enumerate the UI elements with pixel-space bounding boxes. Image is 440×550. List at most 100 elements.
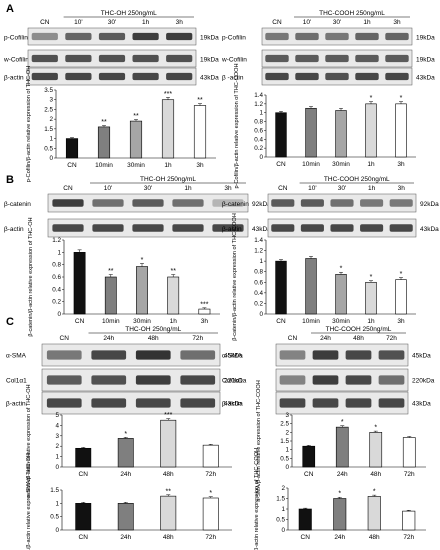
y-tick-label: 0 [57,311,61,318]
panel-letter-b: B [6,174,14,186]
bar [73,252,86,315]
blot-row-label: w-Cofilin [3,57,29,64]
y-tick-label: 0.5 [280,455,289,462]
blot-band [212,199,244,207]
x-tick-label: 10min [302,161,320,168]
y-tick-label: 0.6 [52,274,61,281]
lane-label: 48h [148,335,159,342]
blot-band [132,199,164,207]
blot-band [92,199,124,207]
lane-label: 24h [103,335,114,342]
lane-label: 3h [398,185,406,192]
y-tick-label: 0.4 [52,286,61,293]
blot-row-label: β-catenin [222,201,249,208]
molecular-weight-label: 43kDa [416,75,435,82]
blot-band [271,224,295,232]
bar [298,508,312,531]
y-tick-label: 0.2 [52,299,61,306]
blot-band [91,398,127,408]
lane-label: 30' [108,19,116,26]
x-tick-label: CN [79,471,89,478]
x-tick-label: 3h [196,162,204,169]
blot-band [91,375,127,385]
bar [402,437,416,468]
lane-label: 10' [104,185,112,192]
blot-band [265,54,289,63]
x-tick-label: 1h [170,318,178,325]
x-tick-label: CN [276,318,286,325]
blot-band [31,54,58,63]
bar [104,276,117,315]
lane-label: CN [63,185,73,192]
bar [395,103,407,158]
lane-label: CN [60,335,70,342]
blot-band [295,54,319,63]
lane-label: CN [40,19,50,26]
significance-marker: * [341,419,344,426]
x-tick-label: 48h [163,471,174,478]
blot-band [166,54,193,63]
molecular-weight-label: 45kDa [412,353,431,360]
x-tick-label: 3h [397,318,405,325]
x-tick-label: 3h [397,161,405,168]
y-axis-label: p-Cofilin/β-actin relative expression of… [234,64,240,189]
bar [365,281,377,315]
y-axis-label: a-SMA/β-actin relative expression of THC… [256,380,262,502]
y-tick-label: 3 [55,433,59,440]
bar [335,274,347,315]
bar [160,495,177,531]
bar-chart-C-left-sma: 0 1 2 3 4 5 a-SMA/β-actin relative expression … [26,384,232,498]
lane-label: 10' [303,19,311,26]
blot-band [98,54,126,63]
y-tick-label: 0 [281,527,285,534]
y-tick-label: 2 [49,116,53,123]
lane-label: 1h [184,185,192,192]
lane-label: 72h [386,335,397,342]
lane-label: 10' [308,185,316,192]
x-tick-label: 3h [201,318,209,325]
y-tick-label: 1.5 [276,496,285,503]
molecular-weight-label: 19kDa [200,57,219,64]
blot-band [172,224,204,232]
significance-marker: *** [164,91,172,98]
blot-band [31,72,58,81]
y-tick-label: 1.5 [44,126,53,133]
significance-marker: * [340,266,343,273]
x-tick-label: CN [304,471,314,478]
condition-label: THC-OH 250ng/mL [140,176,196,183]
x-tick-label: 48h [369,534,380,541]
bar [117,503,134,531]
blot-band [98,72,126,81]
blot-band [378,398,405,408]
blot-row-label: β-actin [4,75,24,82]
significance-marker: ** [133,113,139,120]
x-tick-label: 72h [403,534,414,541]
panel-letter-a: A [6,3,14,15]
bar [161,99,175,159]
y-tick-label: 1.4 [254,237,263,244]
x-tick-label: 10min [302,318,320,325]
molecular-weight-label: 43kDa [200,75,219,82]
molecular-weight-label: 92kDa [252,201,271,208]
lane-label: 3h [176,19,184,26]
y-tick-label: 3 [285,412,289,419]
bar-chart-A-left: 0 0.5 1 1.5 2 2.5 3 3.5 p-Cofilin/β-actin relati… [26,66,216,182]
blot-row-label: β-catenin [4,201,31,208]
bar-chart-C-left-col: 0 0.5 1 1.5 Col1a1/β-actin relative expressi… [26,453,232,550]
blot-row-label: β-actin [4,226,24,233]
y-axis-label: β-catenin/β-actin relative expression of… [28,217,34,336]
blot-band [98,32,126,41]
blot-row-label: α-SMA [6,353,27,360]
molecular-weight-label: 43kDa [224,401,243,408]
blot-band [378,375,405,385]
y-tick-label: 0 [55,527,59,534]
y-axis-label: Col1a1/β-actin relative expression of TH… [26,453,32,550]
y-tick-label: 1.5 [280,438,289,445]
bar [136,266,148,315]
bar [275,260,287,315]
x-tick-label: 72h [404,471,415,478]
lane-label: 24h [320,335,331,342]
significance-marker: * [141,257,144,264]
